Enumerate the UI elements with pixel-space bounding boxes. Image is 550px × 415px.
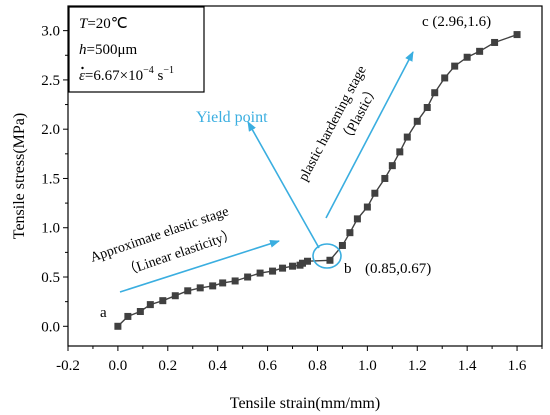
yield-point-ellipse xyxy=(312,243,342,269)
data-point xyxy=(363,203,371,211)
x-tick-label-9: 1.6 xyxy=(508,358,527,374)
data-point xyxy=(403,133,411,141)
data-point xyxy=(338,241,346,249)
x-tick-label-7: 1.2 xyxy=(408,358,427,374)
x-axis-ticks: -0.2 0.0 0.2 0.4 0.6 0.8 1.0 1.2 1.4 1.6 xyxy=(56,346,543,374)
strain-rate-label: ε=6.67×10−4 s−1 xyxy=(79,65,174,84)
data-point xyxy=(346,229,354,237)
data-point xyxy=(463,53,471,61)
data-point xyxy=(289,262,297,270)
data-point xyxy=(184,287,192,295)
yield-point-label: Yield point xyxy=(196,109,268,126)
point-b-coords-label: (0.85,0.67) xyxy=(365,261,431,277)
data-point xyxy=(441,74,449,82)
data-point xyxy=(171,292,179,300)
data-point xyxy=(219,279,227,287)
point-b-label: b xyxy=(344,261,352,277)
y-tick-label-1: 0.5 xyxy=(41,270,60,286)
data-point xyxy=(279,264,287,272)
x-tick-label-4: 0.6 xyxy=(258,358,277,374)
y-tick-label-0: 0.0 xyxy=(41,319,60,335)
strain-rate-dot xyxy=(81,66,84,70)
data-point xyxy=(196,284,204,292)
data-point xyxy=(513,31,521,39)
data-point xyxy=(413,117,421,125)
data-point xyxy=(476,47,484,55)
x-tick-label-2: 0.2 xyxy=(158,358,177,374)
y-tick-label-4: 2.0 xyxy=(41,122,60,138)
plot-frame xyxy=(67,5,543,347)
x-tick-label-3: 0.4 xyxy=(208,358,227,374)
elastic-stage-arrow xyxy=(119,239,280,293)
x-axis-title: Tensile strain(mm/mm) xyxy=(230,395,380,412)
point-a-label: a xyxy=(100,305,107,321)
data-point xyxy=(209,282,217,290)
data-point xyxy=(451,62,459,70)
point-c-label: c (2.96,1.6) xyxy=(422,14,491,30)
series-markers xyxy=(114,31,521,330)
conditions-box: T=20℃ h=500μm ε=6.67×10−4 s−1 xyxy=(68,6,205,93)
data-point xyxy=(388,162,396,170)
data-point xyxy=(396,148,404,156)
data-point xyxy=(423,104,431,112)
data-point xyxy=(353,215,361,223)
data-point xyxy=(326,256,334,264)
data-point xyxy=(303,257,311,265)
y-tick-label-5: 2.5 xyxy=(41,73,60,89)
y-tick-label-6: 3.0 xyxy=(41,24,60,40)
y-axis-title: Tensile stress(MPa) xyxy=(11,113,28,239)
x-tick-label-5: 0.8 xyxy=(308,358,327,374)
x-tick-label-1: 0.0 xyxy=(109,358,128,374)
data-point xyxy=(146,301,154,309)
data-point xyxy=(269,267,277,275)
yield-point-arrow xyxy=(247,121,320,249)
data-point xyxy=(244,273,252,281)
data-point xyxy=(114,322,122,330)
temperature-label: T=20℃ xyxy=(79,16,128,32)
x-tick-label-6: 1.0 xyxy=(358,358,377,374)
x-tick-label-0: -0.2 xyxy=(56,358,80,374)
data-point xyxy=(231,277,239,285)
plastic-stage-arrow xyxy=(325,51,414,219)
data-point xyxy=(381,174,389,182)
data-point xyxy=(256,269,264,277)
y-tick-label-2: 1.0 xyxy=(41,221,60,237)
data-point xyxy=(491,38,499,46)
series-group xyxy=(114,31,521,330)
annotation-arrows xyxy=(119,51,414,293)
data-point xyxy=(431,89,439,97)
conditions-box-frame xyxy=(68,6,205,93)
y-tick-label-3: 1.5 xyxy=(41,171,60,187)
thickness-label: h=500μm xyxy=(79,42,138,58)
data-point xyxy=(299,259,307,267)
y-axis-ticks: 0.0 0.5 1.0 1.5 2.0 2.5 3.0 xyxy=(41,24,68,335)
x-tick-label-8: 1.4 xyxy=(458,358,477,374)
data-point xyxy=(124,312,132,320)
data-point xyxy=(136,308,144,316)
data-point xyxy=(371,189,379,197)
data-point xyxy=(159,297,167,305)
